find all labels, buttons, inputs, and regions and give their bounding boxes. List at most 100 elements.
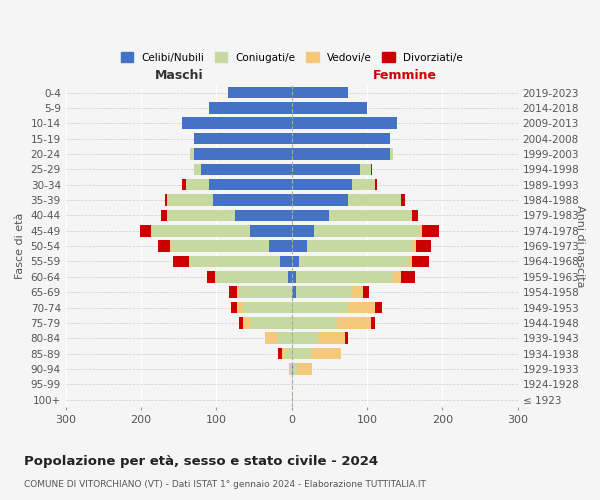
- Bar: [314, 225, 420, 236]
- Bar: [170, 240, 171, 252]
- Bar: [227, 87, 292, 99]
- Bar: [352, 179, 374, 190]
- Bar: [292, 332, 318, 344]
- Bar: [422, 225, 439, 236]
- Bar: [307, 240, 412, 252]
- Bar: [292, 271, 296, 282]
- Bar: [292, 363, 293, 374]
- Bar: [202, 164, 292, 175]
- Bar: [292, 348, 311, 360]
- Bar: [374, 179, 377, 190]
- Bar: [212, 194, 292, 206]
- Bar: [239, 286, 292, 298]
- Bar: [229, 286, 237, 298]
- Bar: [250, 225, 292, 236]
- Bar: [289, 363, 290, 374]
- Bar: [420, 225, 422, 236]
- Bar: [292, 210, 329, 221]
- Bar: [292, 286, 296, 298]
- Legend: Celibi/Nubili, Coniugati/e, Vedovi/e, Divorziati/e: Celibi/Nubili, Coniugati/e, Vedovi/e, Di…: [116, 48, 467, 66]
- Bar: [194, 164, 202, 175]
- Bar: [292, 179, 352, 190]
- Bar: [167, 194, 212, 206]
- Bar: [243, 317, 250, 328]
- Text: COMUNE DI VITORCHIANO (VT) - Dati ISTAT 1° gennaio 2024 - Elaborazione TUTTITALI: COMUNE DI VITORCHIANO (VT) - Dati ISTAT …: [24, 480, 426, 489]
- Bar: [194, 148, 292, 160]
- Bar: [190, 256, 280, 267]
- Bar: [292, 164, 359, 175]
- Bar: [282, 348, 286, 360]
- Bar: [371, 164, 373, 175]
- Bar: [277, 332, 292, 344]
- Bar: [209, 102, 292, 114]
- Bar: [278, 348, 282, 360]
- Bar: [292, 317, 337, 328]
- Bar: [359, 164, 371, 175]
- Bar: [140, 225, 151, 236]
- Bar: [412, 256, 429, 267]
- Bar: [188, 256, 190, 267]
- Bar: [337, 317, 371, 328]
- Bar: [209, 179, 292, 190]
- Bar: [165, 194, 167, 206]
- Bar: [371, 317, 374, 328]
- Bar: [182, 179, 186, 190]
- Bar: [194, 133, 292, 144]
- Bar: [286, 348, 292, 360]
- Text: Maschi: Maschi: [154, 69, 203, 82]
- Y-axis label: Fasce di età: Fasce di età: [15, 213, 25, 280]
- Bar: [292, 102, 367, 114]
- Bar: [409, 256, 412, 267]
- Bar: [237, 286, 239, 298]
- Bar: [292, 256, 299, 267]
- Text: Femmine: Femmine: [373, 69, 437, 82]
- Bar: [364, 286, 370, 298]
- Bar: [269, 240, 292, 252]
- Bar: [280, 256, 292, 267]
- Bar: [231, 302, 237, 314]
- Bar: [329, 210, 412, 221]
- Bar: [208, 271, 215, 282]
- Bar: [352, 286, 364, 298]
- Bar: [297, 363, 312, 374]
- Bar: [416, 240, 431, 252]
- Bar: [401, 271, 415, 282]
- Bar: [215, 271, 217, 282]
- Bar: [318, 332, 344, 344]
- Bar: [250, 317, 292, 328]
- Bar: [171, 240, 269, 252]
- Bar: [292, 394, 293, 406]
- Bar: [243, 302, 292, 314]
- Bar: [412, 240, 416, 252]
- Bar: [311, 348, 341, 360]
- Bar: [292, 194, 348, 206]
- Bar: [292, 87, 348, 99]
- Bar: [292, 302, 348, 314]
- Y-axis label: Anni di nascita: Anni di nascita: [575, 205, 585, 288]
- Bar: [348, 302, 374, 314]
- Bar: [292, 225, 314, 236]
- Bar: [152, 225, 250, 236]
- Bar: [394, 271, 401, 282]
- Bar: [299, 256, 409, 267]
- Bar: [265, 332, 277, 344]
- Bar: [173, 256, 188, 267]
- Text: Popolazione per età, sesso e stato civile - 2024: Popolazione per età, sesso e stato civil…: [24, 455, 378, 468]
- Bar: [292, 378, 293, 390]
- Bar: [167, 210, 235, 221]
- Bar: [186, 179, 209, 190]
- Bar: [293, 363, 297, 374]
- Bar: [412, 210, 418, 221]
- Bar: [344, 332, 348, 344]
- Bar: [161, 210, 167, 221]
- Bar: [190, 148, 194, 160]
- Bar: [158, 240, 170, 252]
- Bar: [292, 148, 390, 160]
- Bar: [292, 133, 390, 144]
- Bar: [151, 225, 152, 236]
- Bar: [235, 210, 292, 221]
- Bar: [374, 302, 382, 314]
- Bar: [390, 148, 394, 160]
- Bar: [182, 118, 292, 129]
- Bar: [217, 271, 288, 282]
